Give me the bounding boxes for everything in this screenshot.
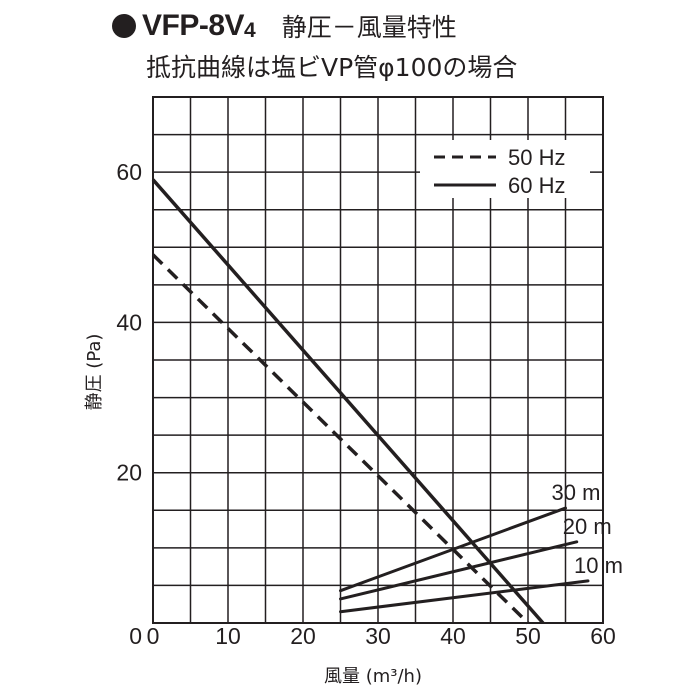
grid (152, 96, 604, 624)
plot-frame (152, 96, 604, 624)
model-subscript: 4 (244, 19, 256, 42)
legend: 50 Hz 60 Hz (420, 140, 590, 198)
resistance-curve-2 (339, 579, 590, 614)
bullet-icon (112, 14, 136, 38)
legend-label-50hz: 50 Hz (508, 145, 565, 170)
series-line-0 (151, 253, 530, 625)
chart-header: VFP-8V 4 静圧－風量特性 (112, 6, 457, 46)
resistance-curve-1 (339, 540, 579, 601)
y-axis-title: 静圧 (Pa) (84, 334, 105, 411)
resistance-curve-label: 30 m (552, 480, 601, 505)
origin-tick-label: 0 (129, 623, 142, 649)
x-tick-label: 20 (290, 623, 316, 649)
resistance-curves: 30 m 20 m 10 m (339, 480, 623, 614)
series-line-1 (151, 178, 545, 625)
x-tick-label: 60 (590, 623, 616, 649)
x-tick-label: 0 (147, 623, 160, 649)
model-name: VFP-8V (142, 9, 245, 42)
tick-labels: 0 10 20 30 40 50 60 20 40 60 0 (116, 159, 615, 649)
x-tick-label: 30 (365, 623, 391, 649)
chart-title: 静圧－風量特性 (281, 13, 457, 42)
y-tick-label: 40 (116, 309, 142, 335)
y-tick-label: 60 (116, 159, 142, 185)
y-tick-label: 20 (116, 460, 142, 486)
legend-box (420, 140, 590, 198)
resistance-curve-label: 10 m (574, 553, 623, 578)
x-tick-label: 50 (515, 623, 541, 649)
legend-label-60hz: 60 Hz (508, 173, 565, 198)
resistance-curve-label: 20 m (563, 514, 612, 539)
x-tick-label: 40 (440, 623, 466, 649)
chart-subtitle: 抵抗曲線は塩ビVP管φ100の場合 (146, 53, 518, 82)
series-lines (151, 178, 545, 625)
x-axis-title: 風量 (m³/h) (324, 666, 422, 687)
x-tick-label: 10 (215, 623, 241, 649)
